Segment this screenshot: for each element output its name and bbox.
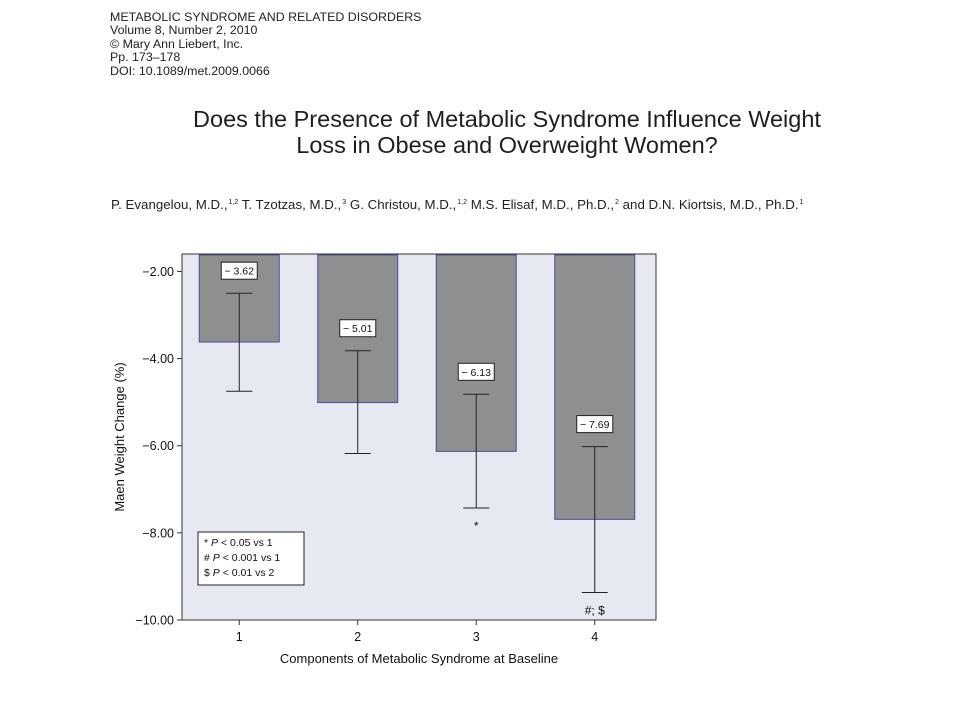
data-label-box	[220, 261, 258, 280]
y-tick-label: −6.00	[142, 439, 174, 453]
legend-box	[197, 531, 305, 586]
data-label: − 5.01	[343, 323, 373, 335]
author-name: and D.N. Kiortsis, M.D., Ph.D.	[622, 197, 799, 212]
author-list: P. Evangelou, M.D.,1,2 T. Tzotzas, M.D.,…	[111, 197, 803, 212]
y-axis-label: Maen Weight Change (%)	[112, 362, 127, 511]
author-name: M.S. Elisaf, M.D., Ph.D.,	[470, 197, 615, 212]
x-tick-label: 2	[354, 630, 361, 644]
data-label: − 3.62	[225, 266, 255, 278]
y-tick-label: −10.00	[135, 614, 174, 628]
x-tick-label: 3	[473, 630, 480, 644]
paper-title-line-1: Does the Presence of Metabolic Syndrome …	[193, 106, 821, 132]
author-name: P. Evangelou, M.D.,	[111, 197, 228, 212]
author-affiliation: 1,2	[457, 199, 467, 206]
x-tick-label: 1	[236, 630, 243, 644]
paper-title: Does the Presence of Metabolic Syndrome …	[0, 106, 960, 158]
data-label-box	[576, 415, 614, 434]
legend-entry: * P < 0.05 vs 1	[204, 537, 273, 549]
y-tick-label: −4.00	[142, 352, 174, 366]
author-affiliation: 2	[615, 199, 619, 206]
data-label-box	[339, 319, 377, 338]
author-name: G. Christou, M.D.,	[349, 197, 457, 212]
x-tick-label: 4	[591, 630, 598, 644]
y-tick-label: −2.00	[142, 265, 174, 279]
data-label: − 6.13	[462, 367, 492, 379]
author-name: T. Tzotzas, M.D.,	[241, 197, 342, 212]
significance-mark: #; $	[585, 604, 605, 618]
y-tick-label: −8.00	[142, 526, 174, 540]
legend-entry: # P < 0.001 vs 1	[204, 552, 280, 564]
author-affiliation: 1	[799, 199, 804, 206]
journal-name: METABOLIC SYNDROME AND RELATED DISORDERS	[110, 10, 422, 24]
legend-entry: $ P < 0.01 vs 2	[204, 567, 275, 579]
data-label-box	[457, 362, 495, 381]
journal-copyright: © Mary Ann Liebert, Inc.	[110, 36, 244, 51]
author-affiliation: 1,2	[228, 199, 239, 206]
journal-doi: DOI: 10.1089/met.2009.0066	[110, 63, 270, 78]
significance-mark: *	[474, 519, 479, 533]
journal-header: METABOLIC SYNDROME AND RELATED DISORDERS…	[110, 10, 422, 78]
journal-volume: Volume 8, Number 2, 2010	[110, 23, 258, 38]
paper-title-line-2: Loss in Obese and Overweight Women?	[296, 132, 718, 158]
author-affiliation: 3	[342, 199, 347, 206]
journal-pages: Pp. 173–178	[110, 50, 181, 65]
x-axis-label: Components of Metabolic Syndrome at Base…	[280, 651, 558, 666]
data-label: − 7.69	[580, 419, 610, 431]
